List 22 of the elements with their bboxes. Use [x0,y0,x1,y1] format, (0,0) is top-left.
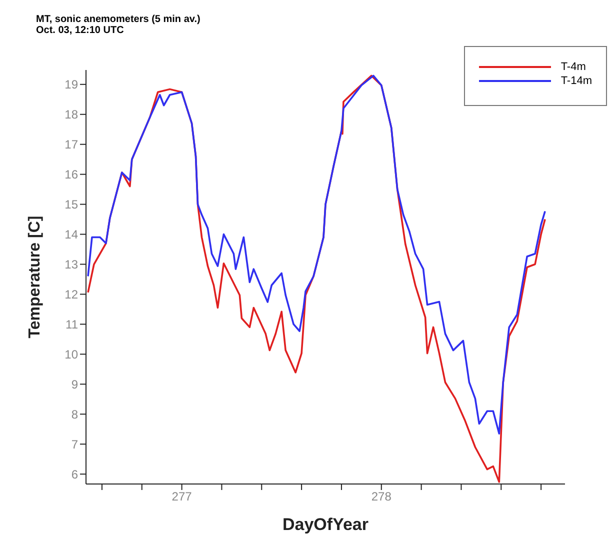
y-tick-label: 18 [64,108,78,122]
y-tick-label: 8 [71,407,78,422]
text: T-14m [560,75,592,87]
y-tick-label: 9 [71,377,78,392]
y-tick-label: 7 [71,437,78,452]
y-tick-label: 19 [64,78,78,92]
text: T-4m [560,61,586,73]
y-tick-label: 11 [66,317,78,332]
y-axis-title: Temperature [C] [26,216,44,338]
y-tick-label: 15 [64,198,78,212]
y-tick-label: 14 [64,228,78,242]
y-tick-label: 17 [64,138,78,152]
y-tick-label: 16 [64,168,78,182]
x-tick-label: 277 [172,490,192,504]
y-tick-label: 12 [64,287,78,302]
chart-title: MT, sonic anemometers (5 min av.) [36,14,202,25]
y-tick-label: 10 [64,347,78,362]
y-tick-label: 6 [71,467,78,482]
x-tick-label: 278 [371,490,392,504]
y-tick-label: 13 [64,258,78,272]
x-axis-title: DayOfYear [282,515,369,534]
chart-subtitle: Oct. 03, 12:10 UTC [36,25,125,36]
